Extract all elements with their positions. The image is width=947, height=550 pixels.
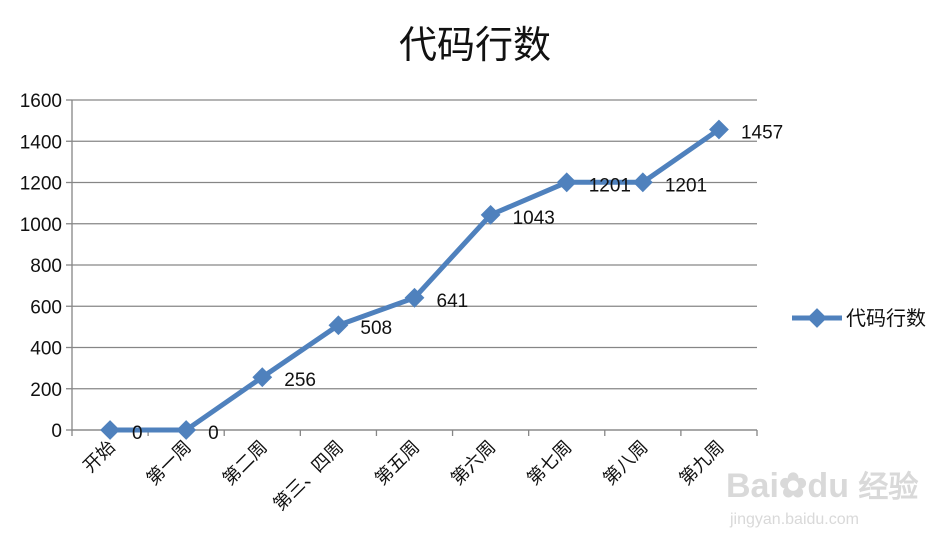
data-label: 508 (360, 318, 392, 339)
data-labels: 0 0 256 508 641 1043 1201 1201 1457 (132, 122, 783, 444)
data-point (100, 420, 120, 440)
x-tick-label: 开始 (79, 437, 119, 477)
y-tick-label: 1600 (20, 91, 62, 112)
data-point (252, 367, 273, 388)
x-tick-label: 第五周 (371, 437, 424, 490)
y-tick-label: 600 (30, 297, 62, 318)
data-point (480, 204, 501, 225)
data-label: 1201 (665, 175, 707, 196)
data-point (404, 287, 425, 308)
x-tick-label: 第八周 (599, 437, 652, 490)
y-tick-label: 0 (51, 421, 62, 442)
y-tick-label: 200 (30, 380, 62, 401)
legend-marker (807, 308, 827, 328)
gridlines (72, 99, 757, 431)
data-label: 1043 (513, 208, 555, 229)
y-tick-label: 1000 (20, 215, 62, 236)
x-tick-label: 第七周 (523, 437, 576, 490)
x-tick-label: 第一周 (143, 437, 196, 490)
legend-label: 代码行数 (846, 306, 926, 330)
data-label: 0 (132, 423, 143, 444)
x-tick-label: 第二周 (219, 437, 272, 490)
data-label: 1457 (741, 122, 783, 143)
data-point (328, 315, 349, 336)
chart-title: 代码行数 (399, 23, 551, 67)
watermark: Bai✿du 经验 jingyan.baidu.com (726, 467, 918, 528)
y-tick-label: 800 (30, 256, 62, 277)
y-tick-label: 1200 (20, 174, 62, 195)
x-tick-label: 第六周 (447, 437, 500, 490)
data-label: 641 (437, 291, 469, 312)
y-tick-label: 1400 (20, 132, 62, 153)
watermark-url: jingyan.baidu.com (729, 511, 859, 528)
data-point (176, 420, 197, 440)
data-point (556, 172, 577, 193)
legend: 代码行数 (792, 306, 926, 330)
data-label: 256 (284, 370, 316, 391)
data-label: 1201 (589, 175, 631, 196)
x-tick-label: 第三、四周 (269, 437, 347, 515)
watermark-brand: Bai✿du 经验 (726, 467, 918, 505)
series-layer (100, 119, 729, 440)
data-label: 0 (208, 423, 219, 444)
y-tick-label: 400 (30, 339, 62, 360)
x-tick-label: 第九周 (675, 437, 728, 490)
y-axis: 0 200 400 600 800 1000 1200 1400 1600 (20, 91, 73, 442)
paw-icon: ✿ (779, 467, 808, 505)
